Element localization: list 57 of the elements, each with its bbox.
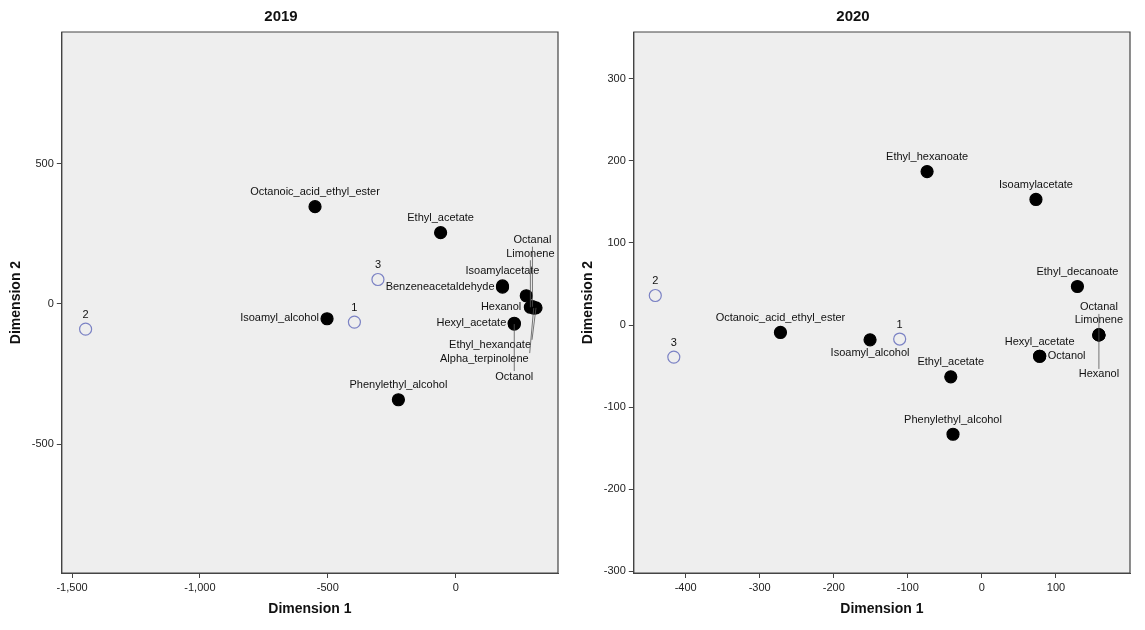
- annotation: Alpha_terpinolene: [440, 351, 529, 364]
- annotation: Octanoic_acid_ethyl_ester: [250, 185, 381, 198]
- chart-title: 2019: [264, 7, 298, 25]
- annotation: Ethyl_decanoate: [1036, 265, 1119, 278]
- y-tick-label: -300: [603, 564, 626, 577]
- y-axis-title: Dimension 2: [7, 260, 24, 345]
- x-tick-label: -1,000: [184, 580, 216, 593]
- x-tick-label: 0: [978, 580, 985, 593]
- annotation: Phenylethyl_alcohol: [349, 378, 448, 391]
- annotation: Limonene: [506, 246, 555, 259]
- annotation: 2: [652, 274, 659, 287]
- x-tick-label: 100: [1046, 580, 1066, 593]
- y-tick-label: 300: [607, 71, 626, 84]
- x-tick-label: -400: [674, 580, 697, 593]
- annotation: Phenylethyl_alcohol: [904, 412, 1002, 425]
- y-tick-label: 200: [607, 153, 626, 166]
- annotation: Hexanol: [1078, 367, 1120, 380]
- chart-title: 2020: [836, 7, 870, 25]
- y-tick-label: 0: [47, 296, 54, 309]
- annotation: Octanal: [513, 233, 552, 246]
- y-tick-label: -500: [31, 437, 54, 450]
- y-tick-label: -100: [603, 400, 626, 413]
- annotation: Benzeneacetaldehyde: [385, 279, 495, 292]
- x-tick-label: -200: [822, 580, 845, 593]
- y-tick-label: 0: [619, 318, 626, 331]
- annotation: Isoamyl_alcohol: [830, 346, 910, 359]
- annotation: Isoamyl_alcohol: [240, 311, 320, 324]
- x-tick-label: -1,500: [56, 580, 88, 593]
- x-axis-title: Dimension 1: [840, 600, 924, 617]
- annotation: Isoamylacetate: [998, 178, 1073, 190]
- annotation: Octanoic_acid_ethyl_ester: [715, 311, 846, 323]
- annotation: Ethyl_acetate: [917, 355, 985, 368]
- annotation: Isoamylacetate: [465, 264, 540, 277]
- annotation: 1: [351, 300, 358, 313]
- annotation: Hexyl_acetate: [436, 315, 507, 328]
- annotation: Limonene: [1074, 313, 1124, 326]
- annotation: 3: [670, 335, 677, 348]
- annotation: Ethyl_acetate: [407, 211, 474, 224]
- y-tick-label: 100: [607, 236, 626, 249]
- annotation: Octanol: [495, 369, 534, 382]
- x-tick-label: -500: [316, 580, 339, 593]
- x-tick-label: -300: [748, 580, 771, 593]
- annotation: Hexyl_acetate: [1004, 334, 1075, 347]
- x-tick-label: 0: [452, 580, 459, 593]
- annotation: Ethyl_hexanoate: [449, 338, 532, 351]
- y-axis-title: Dimension 2: [579, 260, 596, 345]
- y-tick-label: -200: [603, 482, 626, 495]
- annotation: 1: [896, 317, 903, 330]
- annotation: 3: [374, 258, 382, 271]
- y-tick-label: 500: [35, 156, 54, 169]
- annotation: Octanol: [1047, 348, 1086, 361]
- annotation: Hexanol: [480, 300, 522, 313]
- x-axis-title: Dimension 1: [268, 600, 352, 617]
- x-tick-label: -100: [896, 580, 919, 593]
- annotation: Ethyl_hexanoate: [886, 150, 969, 163]
- annotation: 2: [82, 307, 89, 320]
- annotation: Octanal: [1079, 300, 1118, 313]
